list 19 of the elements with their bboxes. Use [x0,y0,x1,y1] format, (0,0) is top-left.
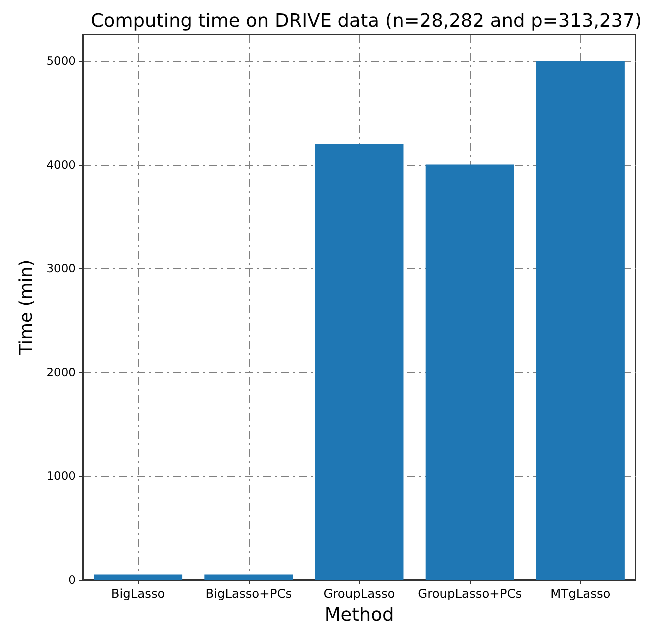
x-tick-label: BigLasso [111,587,166,601]
x-tick-label: MTgLasso [550,587,611,601]
x-tick-label: GroupLasso+PCs [418,587,522,601]
x-axis-title: Method [324,605,394,623]
bar [94,574,183,580]
x-tick-label: GroupLasso [324,587,396,601]
y-tick-label: 4000 [46,158,76,172]
y-tick-label: 0 [68,573,76,587]
bar [536,60,625,580]
y-tick-label: 2000 [46,365,76,380]
bar [204,574,294,580]
bar [426,164,514,580]
bar [315,144,404,580]
y-tick-label: 1000 [46,469,76,484]
x-tick-label: BigLasso+PCs [206,587,292,601]
y-tick-label: 3000 [46,262,76,276]
y-axis-title: Time (min) [16,260,37,356]
y-tick-label: 5000 [46,54,76,68]
chart-title: Computing time on DRIVE data (n=28,282 and p=313,237) [90,11,642,32]
